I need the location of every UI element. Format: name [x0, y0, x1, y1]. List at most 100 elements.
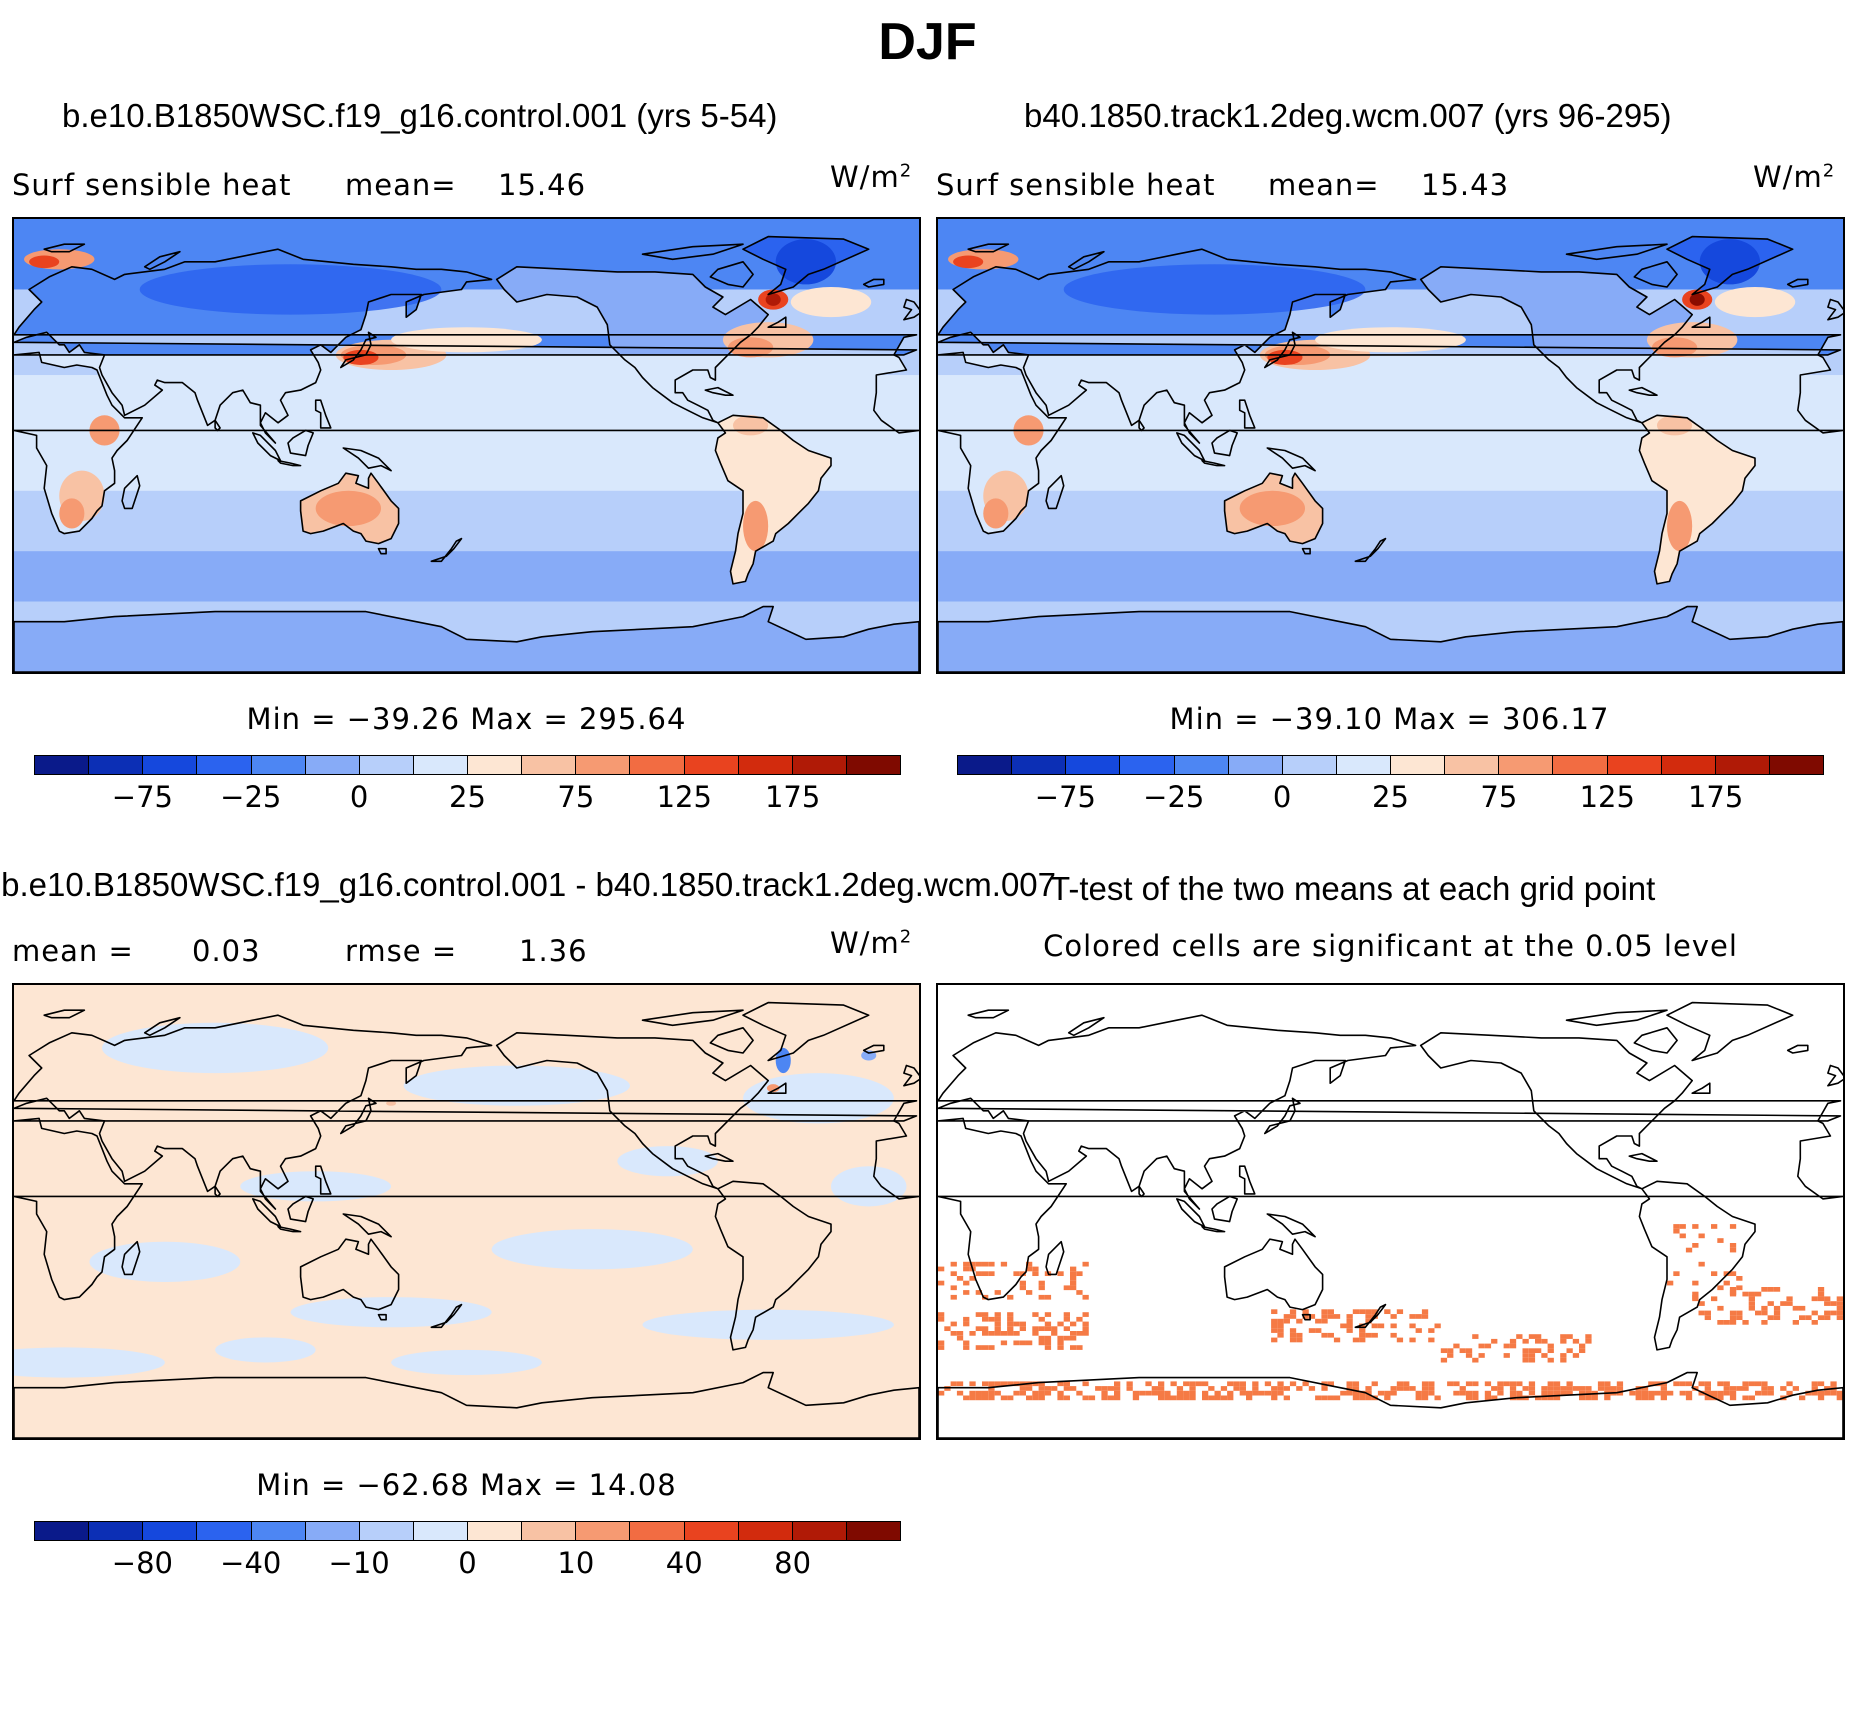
significant-cell: [1761, 1381, 1768, 1387]
significant-cell: [1082, 1326, 1089, 1332]
panel3-colorbar-swatch: [35, 1522, 90, 1540]
significant-cell: [1032, 1390, 1039, 1396]
significant-cell: [1836, 1301, 1843, 1306]
significant-cell: [982, 1345, 989, 1350]
significant-cell: [975, 1326, 982, 1332]
significant-cell: [1082, 1321, 1089, 1327]
baffin-coastline: [1633, 260, 1678, 288]
significant-cell: [1830, 1310, 1837, 1316]
significant-cell: [1428, 1390, 1435, 1396]
significant-cell: [1541, 1386, 1548, 1391]
significant-cell: [1667, 1390, 1674, 1396]
significant-cell: [1830, 1301, 1837, 1306]
significant-cell: [1428, 1328, 1435, 1333]
panel2-colorbar-tick-label: 175: [1687, 780, 1744, 814]
significant-cell: [1359, 1332, 1366, 1338]
significant-cell: [994, 1390, 1001, 1396]
significant-cell: [1208, 1395, 1215, 1401]
significant-cell: [1547, 1395, 1554, 1401]
significant-cell: [963, 1290, 970, 1295]
africa-coastline: [938, 1117, 1843, 1301]
significant-cell: [1032, 1266, 1039, 1272]
significant-cell: [1685, 1381, 1693, 1387]
significant-cell: [1704, 1390, 1711, 1396]
significant-cell: [1604, 1395, 1611, 1401]
panel1-colorbar: [34, 755, 901, 775]
significant-cell: [1736, 1285, 1743, 1291]
newfoundland-coastline: [1691, 316, 1711, 328]
southern-ocean-band: [14, 551, 919, 602]
significant-cell: [1685, 1395, 1693, 1401]
significant-cell: [1836, 1296, 1843, 1302]
panel1-minmax: Min = −39.26 Max = 295.64: [246, 702, 687, 736]
significant-cell: [1535, 1334, 1542, 1339]
significant-cell: [1711, 1271, 1718, 1277]
significant-cell: [982, 1312, 989, 1317]
significant-cell: [938, 1340, 945, 1346]
panel3-mean-label: mean =: [12, 934, 134, 968]
significant-cell: [1704, 1310, 1711, 1316]
significant-cell: [1723, 1381, 1730, 1387]
australia-coastline: [299, 1238, 400, 1311]
significant-cell: [1547, 1390, 1554, 1396]
significant-cell: [956, 1335, 964, 1341]
significant-cell: [1264, 1381, 1272, 1387]
significant-cell: [1044, 1321, 1052, 1327]
significant-cell: [1170, 1395, 1177, 1401]
significant-cell: [1729, 1390, 1737, 1396]
south-asia-field: [164, 370, 316, 421]
significant-cell: [1660, 1390, 1667, 1396]
significant-cell: [1158, 1381, 1165, 1387]
significant-cell: [1560, 1386, 1567, 1391]
significant-cell: [1346, 1390, 1353, 1396]
significant-cell: [1327, 1332, 1334, 1338]
diff-negative-region: [617, 1146, 718, 1177]
significant-cell: [988, 1261, 995, 1267]
panel2-colorbar-swatch: [1174, 756, 1229, 774]
significant-cell: [1145, 1390, 1152, 1396]
panel4-subtitle: Colored cells are significant at the 0.0…: [1043, 929, 1738, 963]
significant-cell: [1679, 1224, 1686, 1229]
significant-cell: [1346, 1386, 1353, 1391]
significant-cell: [950, 1294, 957, 1300]
significant-cell: [1239, 1390, 1246, 1396]
significant-cell: [1610, 1386, 1617, 1391]
significant-cell: [1051, 1326, 1058, 1332]
significant-cell: [1679, 1390, 1686, 1396]
significant-cell: [1723, 1386, 1730, 1391]
significant-cell: [1076, 1271, 1083, 1277]
significant-cell: [1013, 1340, 1020, 1346]
significant-cell: [1421, 1381, 1429, 1387]
panel2-colorbar-swatch: [958, 756, 1013, 774]
significant-cell: [1239, 1381, 1246, 1387]
panel3-colorbar-tick-label: 40: [665, 1546, 703, 1580]
significant-cell: [1729, 1320, 1737, 1325]
significant-cell: [1082, 1381, 1089, 1387]
significant-cell: [1472, 1390, 1479, 1396]
significant-cell: [994, 1331, 1001, 1336]
diff-negative-region: [290, 1297, 492, 1328]
significant-cell: [1233, 1386, 1240, 1391]
panel4-map-svg: [938, 985, 1843, 1438]
significant-cell: [1465, 1348, 1473, 1354]
significant-cell: [1786, 1296, 1793, 1302]
significant-cell: [1641, 1390, 1649, 1396]
siberia-cold-field: [139, 264, 442, 315]
significant-cell: [1107, 1386, 1114, 1391]
new-zealand-coastline: [430, 1303, 463, 1329]
significant-cell: [1654, 1390, 1661, 1396]
significant-cell: [1742, 1381, 1749, 1387]
significant-cell: [1453, 1390, 1460, 1396]
significant-cell: [1421, 1314, 1429, 1319]
significant-cell: [1277, 1332, 1284, 1338]
significant-cell: [1459, 1390, 1466, 1396]
significant-cell: [1629, 1390, 1636, 1396]
significant-cell: [1000, 1340, 1008, 1346]
panel2-colorbar-swatch: [1066, 756, 1121, 774]
significant-cell: [1560, 1338, 1567, 1344]
significant-cell: [1792, 1320, 1799, 1325]
significant-cell: [1252, 1381, 1259, 1387]
significant-cell: [1151, 1386, 1158, 1391]
significant-cell: [1176, 1390, 1184, 1396]
significant-cell: [1164, 1395, 1171, 1401]
